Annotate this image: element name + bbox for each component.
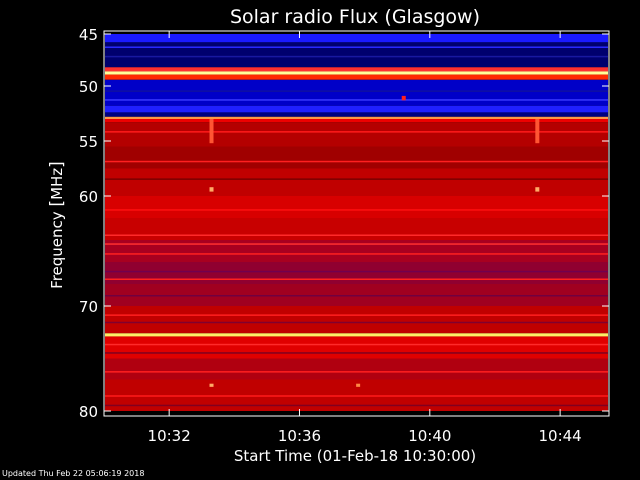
spectrum-band-16 xyxy=(105,262,608,284)
hot-spot-4 xyxy=(401,95,406,101)
spectrum-line-15 xyxy=(105,321,608,324)
y-tick-label-3: 60 xyxy=(79,188,98,206)
y-tick-label-4: 70 xyxy=(79,298,98,316)
x-axis: 10:32 10:36 10:40 10:44 xyxy=(148,31,582,445)
x-tick-label-0: 10:32 xyxy=(148,427,191,445)
x-tick-label-2: 10:40 xyxy=(408,427,451,445)
x-axis-label: Start Time (01-Feb-18 10:30:00) xyxy=(234,447,476,465)
hot-spot-0 xyxy=(209,119,214,144)
spectrum-line-16 xyxy=(105,343,608,346)
spectrum-line-19 xyxy=(105,395,608,397)
x-tick-label-3: 10:44 xyxy=(539,427,582,445)
spectrum-band-14 xyxy=(105,218,608,240)
spectrum-band-8 xyxy=(105,116,608,119)
spectrum-line-20 xyxy=(105,404,608,407)
spectrum-band-10 xyxy=(105,122,608,147)
spectrum-band-12 xyxy=(105,168,608,196)
spectrum-line-4 xyxy=(105,131,608,133)
spectrum-line-0 xyxy=(105,46,608,48)
spectrum-band-21 xyxy=(105,336,608,359)
spectrum-line-9 xyxy=(105,243,608,245)
y-axis-label-unit: MHz xyxy=(48,168,66,200)
x-tick-label-1: 10:36 xyxy=(278,427,321,445)
y-axis: 45 50 55 60 70 80 xyxy=(79,26,609,421)
spectrum-line-7 xyxy=(105,209,608,211)
hot-spot-5 xyxy=(209,383,214,387)
spectrum-band-3 xyxy=(105,71,608,75)
spectrum-line-17 xyxy=(105,352,608,354)
y-tick-label-5: 80 xyxy=(79,403,98,421)
y-tick-label-2: 55 xyxy=(79,133,98,151)
spectrum-band-2 xyxy=(105,67,608,72)
spectrum-band-11 xyxy=(105,146,608,169)
y-axis-label: Frequency [MHz] xyxy=(47,161,67,289)
y-axis-label-bracket-open: [ xyxy=(47,200,67,207)
spectrum-line-13 xyxy=(105,295,608,297)
spectrum-band-9 xyxy=(105,119,608,123)
spectrum-band-5 xyxy=(105,79,608,106)
spectrum-line-12 xyxy=(105,278,608,280)
y-tick-label-1: 50 xyxy=(79,78,98,96)
hot-spot-2 xyxy=(535,119,540,144)
y-axis-label-bracket-close: ] xyxy=(47,161,67,168)
hot-spot-1 xyxy=(209,187,214,192)
spectrum-line-2 xyxy=(105,90,608,92)
y-tick-label-0: 45 xyxy=(79,26,98,44)
spectrum-line-3 xyxy=(105,99,608,101)
spectrum-band-4 xyxy=(105,74,608,80)
chart-title: Solar radio Flux (Glasgow) xyxy=(230,6,480,28)
plot-frame xyxy=(103,30,610,417)
footer-updated: Updated Thu Feb 22 05:06:19 2018 xyxy=(2,469,145,478)
spectrum-line-8 xyxy=(105,234,608,236)
spectrum-line-6 xyxy=(105,178,608,180)
spectrum-band-20 xyxy=(105,333,608,337)
plot-area xyxy=(105,34,608,411)
spectrum-band-19 xyxy=(105,327,608,334)
spectrum-band-15 xyxy=(105,240,608,262)
spectrum-band-6 xyxy=(105,105,608,113)
spectrum-band-18 xyxy=(105,306,608,327)
hot-spot-6 xyxy=(356,383,361,387)
spectrum-line-1 xyxy=(105,55,608,58)
y-axis-label-text: Frequency xyxy=(48,207,66,289)
spectrum-band-13 xyxy=(105,196,608,218)
spectrum-line-18 xyxy=(105,371,608,373)
spectrum-line-11 xyxy=(105,270,608,273)
spectrum-line-5 xyxy=(105,160,608,163)
spectrum-line-10 xyxy=(105,253,608,255)
spectrum-line-14 xyxy=(105,314,608,316)
spectrum-band-7 xyxy=(105,112,608,117)
spectrum-band-1 xyxy=(105,42,608,68)
hot-spot-3 xyxy=(535,187,540,192)
spectrum-band-22 xyxy=(105,358,608,380)
spectrum-band-0 xyxy=(105,34,608,43)
